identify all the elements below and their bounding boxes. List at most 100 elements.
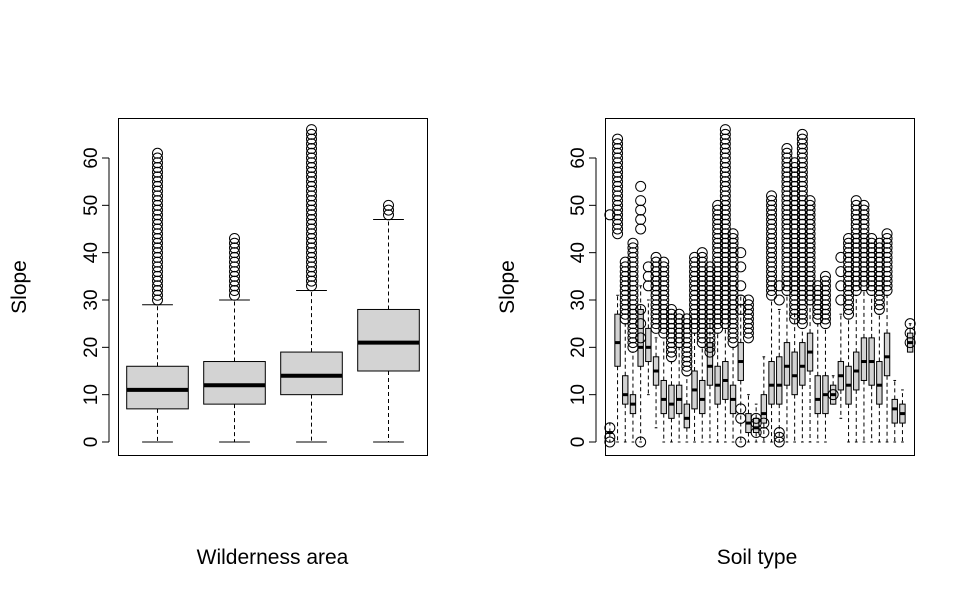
box-28 — [812, 280, 824, 443]
outlier-point — [612, 176, 624, 188]
outlier-point — [773, 427, 785, 439]
outlier-point — [681, 341, 693, 353]
y-axis-label: Slope — [8, 260, 31, 314]
outlier-point — [719, 128, 731, 140]
outlier-point — [612, 209, 624, 221]
outlier-point — [719, 133, 731, 145]
outlier-point — [766, 270, 778, 282]
box-17 — [727, 228, 739, 443]
box-30 — [827, 375, 839, 405]
box-iqr — [876, 361, 883, 405]
outlier-point — [758, 417, 770, 429]
outlier-point — [612, 143, 624, 155]
box-iqr — [622, 375, 629, 405]
box-4 — [357, 199, 420, 443]
outlier-point — [804, 214, 816, 226]
outlier-point — [719, 143, 731, 155]
y-tick-label: 10 — [81, 384, 102, 405]
outlier-point — [796, 180, 808, 192]
outlier-point — [881, 285, 893, 297]
outlier-point — [306, 180, 317, 192]
outlier-point — [796, 128, 808, 140]
outlier-point — [843, 299, 855, 311]
outlier-point — [719, 214, 731, 226]
outlier-point — [766, 209, 778, 221]
y-axis-label: Slope — [496, 260, 519, 314]
box-29 — [819, 270, 831, 443]
outlier-point — [635, 195, 647, 207]
outlier-point — [658, 256, 670, 268]
box-4 — [627, 237, 639, 443]
outlier-point — [881, 228, 893, 240]
outlier-point — [719, 152, 731, 164]
outlier-point — [612, 223, 624, 235]
outlier-point — [152, 209, 163, 221]
outlier-point — [904, 318, 916, 330]
box-1 — [126, 147, 189, 443]
outlier-point — [658, 270, 670, 282]
outlier-point — [152, 190, 163, 202]
outlier-point — [766, 266, 778, 278]
outlier-point — [796, 185, 808, 197]
outlier-point — [796, 313, 808, 325]
outlier-point — [719, 209, 731, 221]
outlier-point — [704, 332, 716, 344]
outlier-point — [735, 403, 747, 415]
soil-type-boxplot-panel: 0 10 20 30 40 50 60 Soil type Slope — [496, 118, 916, 569]
outlier-point — [819, 308, 831, 320]
outlier-point — [766, 214, 778, 226]
box-iqr — [706, 342, 714, 386]
outlier-point — [881, 266, 893, 278]
outlier-point — [727, 322, 739, 334]
outlier-point — [306, 209, 317, 221]
outlier-point — [742, 318, 754, 330]
outlier-point — [881, 261, 893, 273]
outlier-point — [758, 427, 770, 439]
outlier-point — [306, 251, 317, 263]
outlier-point — [306, 199, 317, 211]
outlier-point — [658, 266, 670, 278]
box-40 — [904, 318, 916, 353]
y-tick-label: 50 — [568, 195, 589, 216]
outlier-point — [766, 242, 778, 254]
outlier-point — [796, 157, 808, 169]
outlier-point — [819, 299, 831, 311]
box-31 — [835, 251, 847, 419]
outlier-point — [152, 147, 163, 159]
outlier-point — [152, 204, 163, 216]
box-iqr — [891, 398, 898, 424]
outlier-point — [229, 232, 240, 244]
outlier-point — [152, 261, 163, 273]
outlier-point — [766, 247, 778, 259]
outlier-point — [612, 214, 624, 226]
box-11 — [681, 313, 693, 443]
outlier-point — [229, 285, 240, 297]
outlier-point — [627, 237, 639, 249]
outlier-point — [152, 237, 163, 249]
outlier-point — [383, 199, 394, 211]
outlier-point — [843, 294, 855, 306]
outlier-point — [704, 341, 716, 353]
box-1 — [604, 209, 616, 448]
y-tick-label: 10 — [568, 384, 589, 405]
outlier-point — [658, 261, 670, 273]
outlier-point — [858, 223, 870, 235]
outlier-point — [306, 152, 317, 164]
box-33 — [850, 195, 862, 443]
outlier-point — [804, 261, 816, 273]
outlier-point — [881, 251, 893, 263]
outlier-point — [881, 242, 893, 254]
box-10 — [673, 308, 685, 443]
outlier-point — [152, 166, 163, 178]
outlier-point — [152, 176, 163, 188]
outlier-point — [152, 185, 163, 197]
box-iqr — [776, 356, 783, 405]
outlier-point — [604, 436, 616, 448]
plot-frame — [605, 118, 915, 456]
box-12 — [689, 251, 701, 443]
outlier-point — [604, 422, 616, 434]
outlier-point — [152, 171, 163, 183]
y-tick-label: 40 — [81, 242, 102, 263]
outlier-point — [881, 270, 893, 282]
box-iqr — [760, 394, 768, 424]
